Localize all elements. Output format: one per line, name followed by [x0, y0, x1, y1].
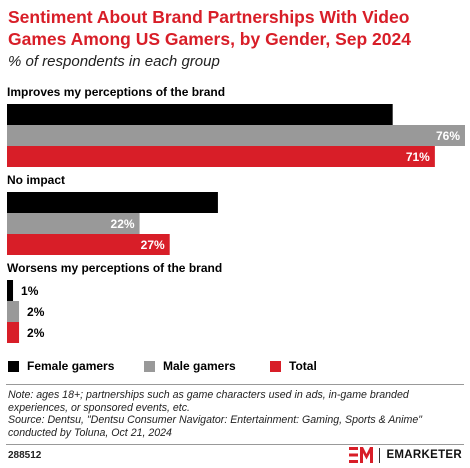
legend-label-female: Female gamers — [27, 359, 115, 373]
data-label-no-impact-male: 22% — [111, 217, 135, 231]
data-label-improves-female: 64% — [364, 108, 388, 122]
chart-footnote: Note: ages 18+; partnerships such as gam… — [8, 389, 466, 439]
bar-improves-total — [7, 146, 435, 167]
brand-separator — [379, 447, 381, 463]
legend-item-female: Female gamers — [8, 359, 144, 373]
legend-swatch-female — [8, 360, 19, 372]
brand-name: EMARKETER — [386, 449, 462, 461]
chart-subtitle: % of respondents in each group — [8, 53, 220, 70]
source-text: Source: Dentsu, "Dentsu Consumer Navigat… — [8, 414, 422, 439]
category-label-improves: Improves my perceptions of the brand — [7, 85, 225, 99]
divider-bottom — [6, 444, 464, 445]
category-label-no-impact: No impact — [7, 173, 65, 187]
legend-swatch-male — [144, 360, 155, 372]
chart-title: Sentiment About Brand Partnerships With … — [8, 7, 411, 49]
bar-improves-male — [7, 125, 465, 146]
data-label-worsens-female: 1% — [21, 284, 39, 298]
bar-chart: Improves my perceptions of the brand 64% 7… — [7, 85, 465, 343]
legend-swatch-total — [270, 360, 281, 372]
data-label-improves-total: 71% — [406, 150, 430, 164]
legend-label-male: Male gamers — [163, 359, 236, 373]
bar-no-impact-female — [7, 192, 218, 213]
bar-no-impact-male — [7, 213, 140, 234]
chart-legend: Female gamers Male gamers Total — [8, 357, 317, 375]
chart-id: 288512 — [8, 450, 42, 461]
category-label-worsens: Worsens my perceptions of the brand — [7, 261, 222, 275]
bar-improves-female — [7, 104, 393, 125]
legend-label-total: Total — [289, 359, 317, 373]
bar-worsens-female — [7, 280, 14, 301]
legend-item-total: Total — [270, 359, 317, 373]
divider-top — [6, 384, 464, 385]
bar-worsens-total — [7, 322, 20, 343]
data-label-worsens-male: 2% — [27, 305, 45, 319]
bar-no-impact-total — [7, 234, 170, 255]
data-label-worsens-total: 2% — [27, 326, 45, 340]
legend-item-male: Male gamers — [144, 359, 270, 373]
data-label-no-impact-female: 35% — [189, 196, 213, 210]
brand-logo: EMARKETER — [349, 445, 462, 465]
bar-worsens-male — [7, 301, 20, 322]
note-text: Note: ages 18+; partnerships such as gam… — [8, 389, 409, 414]
data-label-improves-male: 76% — [436, 129, 460, 143]
data-label-no-impact-total: 27% — [141, 238, 165, 252]
em-logo-icon — [349, 447, 374, 463]
